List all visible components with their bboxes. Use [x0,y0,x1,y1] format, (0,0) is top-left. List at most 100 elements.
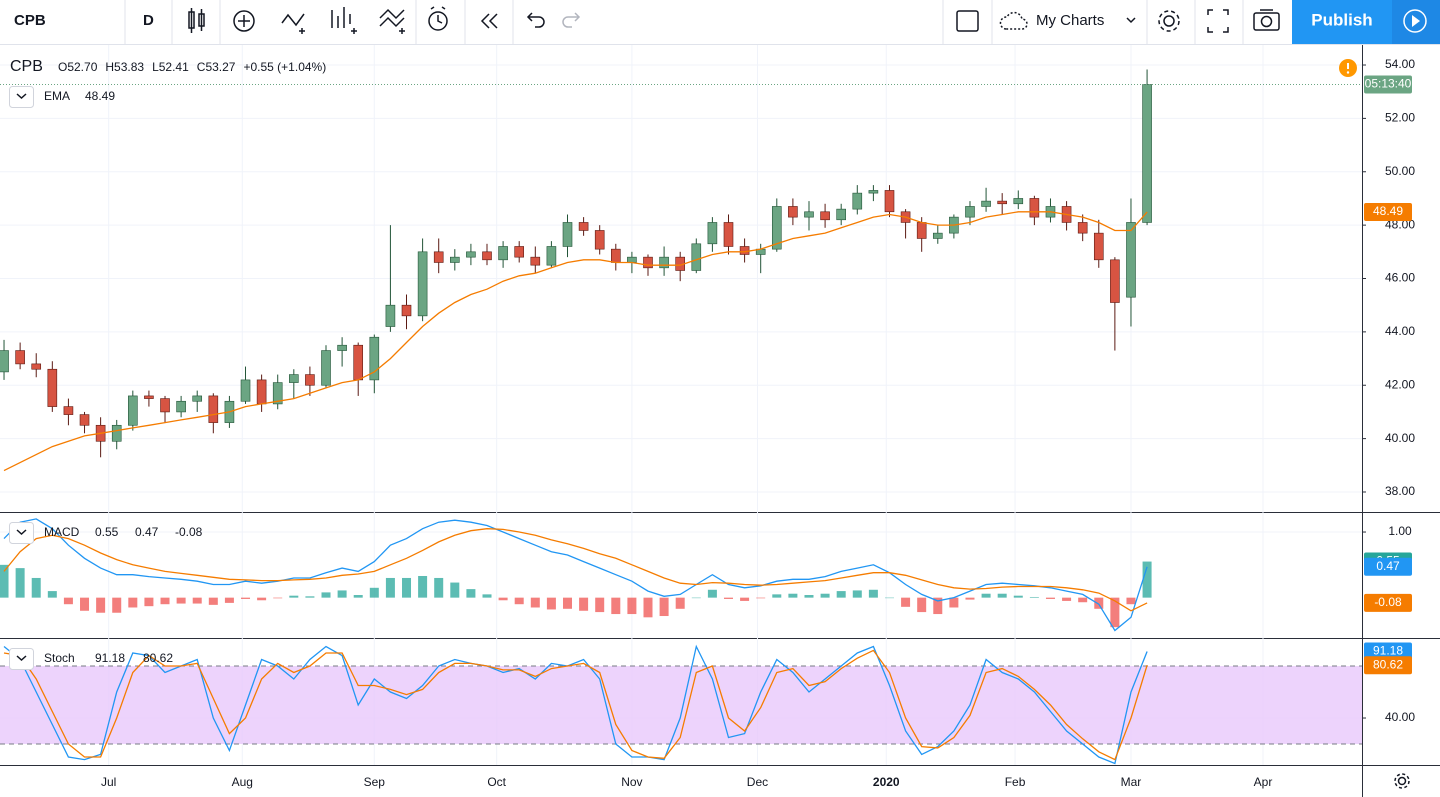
layout-button[interactable] [956,10,979,32]
candle-body [836,208,846,221]
signal-price-tag-bg [1364,593,1412,612]
redo-button[interactable] [562,12,581,28]
macd-histogram-bar [756,597,766,599]
chart-type-button[interactable] [188,8,205,33]
macd-histogram-bar [595,597,605,613]
alert-button[interactable] [428,6,448,31]
macd-histogram-bar [466,589,476,598]
macd-histogram-bar [96,597,106,613]
candle-body [272,382,283,405]
candle-body [868,190,879,194]
macd-histogram-bar [321,592,331,598]
interval-button[interactable]: D [143,12,154,29]
play-icon-triangle [1412,15,1420,27]
candle-body [643,256,653,269]
candle-body [739,246,750,255]
time-axis-label: Mar [1121,775,1142,789]
legend-chevron [16,93,27,100]
time-axis-label: Jul [101,775,116,789]
financials-button[interactable] [331,7,357,34]
candle-body [723,222,734,247]
indicators-button[interactable] [281,13,305,34]
macd-histogram-bar [772,594,782,598]
macd-histogram-bar [15,568,25,598]
macd-histogram-bar [176,597,186,604]
macd-legend-name: MACD [44,525,80,539]
candle-body [128,395,138,426]
candle-body [321,350,331,386]
macd-histogram-bar [482,594,492,598]
my-charts-button[interactable]: My Charts [1036,12,1104,29]
macd-histogram-bar [434,577,444,598]
macd-histogram-bar [965,597,975,600]
macd-histogram-bar [31,577,41,598]
axis-settings-button[interactable] [1394,773,1410,789]
macd-histogram-bar [241,597,251,599]
macd-histogram-bar [884,597,894,599]
stoch-d-line [3,649,1148,761]
stoch-d-tag-bg [1364,656,1412,675]
stoch-d-tag: 80.62 [1373,657,1403,671]
stoch-d-value: 80.62 [143,651,173,665]
candle-body [1029,198,1040,218]
play-icon [1403,9,1427,33]
compare-button[interactable] [233,10,255,32]
settings-button[interactable] [1158,10,1180,32]
candle-body [820,211,830,221]
countdown-tag: 05:13:40 [1365,77,1412,91]
price-axis-label: 54.00 [1385,57,1415,71]
publish-label[interactable]: Publish [1311,10,1372,29]
plots [0,69,1362,765]
replay-button[interactable] [480,13,498,29]
candle-body [305,374,315,386]
candle-body [546,246,557,266]
candle-body [707,222,718,245]
labels: CPB EMA 48.49 MACD 0.55 0.47 -0.08 Stoch… [9,57,1415,789]
my-charts-dropdown[interactable] [1126,17,1136,24]
countdown-tag-bg [1364,75,1412,94]
macd-histogram-bar [1094,597,1104,609]
templates-button[interactable] [379,8,405,34]
candle-body [1142,84,1152,223]
macd-signal-line [3,528,1148,612]
candle-body [160,398,170,413]
price-axis-label: 44.00 [1385,324,1415,338]
ema-legend-name: EMA [44,89,70,103]
signal-price-tag: -0.08 [1374,595,1402,609]
candle-body [144,395,154,399]
macd-histogram-bar [852,590,862,598]
snapshot-button[interactable] [1253,9,1280,31]
candle-body [385,304,396,327]
time-axis-label: Oct [487,775,506,789]
candle-body [804,211,814,218]
macd-histogram-bar [402,577,412,598]
macd-histogram-bar [691,597,701,599]
macd-histogram-bar [273,597,283,599]
candle-body [482,251,492,261]
alert-indicator-dot [1346,71,1350,74]
symbol-button[interactable]: CPB [14,12,46,29]
macd-histogram-value: 0.55 [95,525,119,539]
macd-signal-value: -0.08 [175,525,203,539]
undo-button[interactable] [526,12,545,28]
fullscreen-button[interactable] [1207,9,1229,33]
candle-body [1093,232,1104,261]
macd-histogram-bar [997,593,1007,598]
ema-legend-value: 48.49 [85,89,115,103]
candle-body [417,251,428,317]
candle-body [256,379,267,405]
macd-histogram-bar [160,597,170,605]
ohlc-legend-item: L52.41 [152,60,189,74]
candle-body [997,200,1007,205]
publish-button[interactable] [1292,0,1392,44]
candle-body [932,232,943,239]
price-axis-label: 1.00 [1388,524,1412,538]
candle-body [771,206,782,250]
candle-body [916,222,927,239]
candle-body [691,243,702,271]
candle-body [289,374,299,383]
macd-histogram-bar [675,597,685,609]
macd-histogram-bar [836,591,846,598]
stoch-k-tag-bg [1364,642,1412,661]
macd-histogram-bar [530,597,540,608]
